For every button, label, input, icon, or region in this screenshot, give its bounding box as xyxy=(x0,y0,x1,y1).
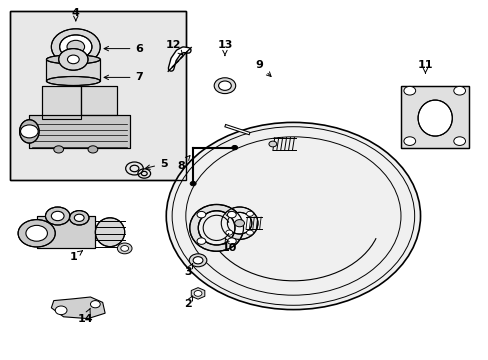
Bar xyxy=(29,115,129,148)
Text: 1: 1 xyxy=(69,251,82,262)
Bar xyxy=(41,86,81,119)
Circle shape xyxy=(190,181,196,186)
Circle shape xyxy=(117,243,132,254)
Text: 12: 12 xyxy=(165,40,183,55)
Circle shape xyxy=(403,86,415,95)
Circle shape xyxy=(88,146,98,153)
Circle shape xyxy=(225,230,232,235)
Circle shape xyxy=(453,137,465,145)
Circle shape xyxy=(121,246,128,251)
Circle shape xyxy=(69,211,89,225)
Bar xyxy=(10,11,185,180)
Text: 6: 6 xyxy=(104,44,143,54)
Circle shape xyxy=(246,230,253,235)
Ellipse shape xyxy=(198,211,235,245)
Circle shape xyxy=(231,145,237,150)
Circle shape xyxy=(246,211,253,216)
Bar xyxy=(46,59,100,81)
Polygon shape xyxy=(191,288,204,299)
Ellipse shape xyxy=(46,55,100,64)
Circle shape xyxy=(268,141,276,147)
Circle shape xyxy=(51,29,100,65)
Ellipse shape xyxy=(20,120,39,143)
Circle shape xyxy=(193,257,203,264)
Bar xyxy=(400,86,468,148)
Circle shape xyxy=(26,225,47,241)
Text: 8: 8 xyxy=(177,156,190,171)
Circle shape xyxy=(194,291,202,296)
Ellipse shape xyxy=(227,212,251,234)
Circle shape xyxy=(227,211,236,218)
Text: 5: 5 xyxy=(145,159,167,169)
Circle shape xyxy=(51,211,64,221)
Circle shape xyxy=(225,211,232,216)
Circle shape xyxy=(54,146,63,153)
Circle shape xyxy=(59,49,88,70)
Circle shape xyxy=(189,254,206,267)
Circle shape xyxy=(74,214,84,221)
Circle shape xyxy=(18,220,55,247)
Ellipse shape xyxy=(189,204,243,251)
Circle shape xyxy=(214,78,235,94)
Ellipse shape xyxy=(95,218,124,247)
Text: 4: 4 xyxy=(72,8,80,21)
Circle shape xyxy=(453,86,465,95)
Circle shape xyxy=(67,55,79,64)
Circle shape xyxy=(166,122,420,310)
Circle shape xyxy=(55,306,67,315)
Text: 13: 13 xyxy=(217,40,232,55)
Text: 7: 7 xyxy=(104,72,143,82)
Bar xyxy=(46,59,100,81)
Bar xyxy=(10,11,185,180)
Text: 10: 10 xyxy=(222,238,237,253)
Text: 3: 3 xyxy=(184,264,192,277)
Bar xyxy=(41,86,81,119)
Ellipse shape xyxy=(221,207,258,239)
Circle shape xyxy=(218,81,231,90)
Text: 2: 2 xyxy=(184,296,192,309)
Circle shape xyxy=(45,207,70,225)
Ellipse shape xyxy=(46,77,100,85)
Bar xyxy=(29,115,129,148)
Circle shape xyxy=(60,35,92,59)
Circle shape xyxy=(90,301,100,308)
Circle shape xyxy=(227,238,236,244)
Text: 14: 14 xyxy=(78,308,93,324)
Circle shape xyxy=(403,137,415,145)
Ellipse shape xyxy=(417,100,451,136)
Bar xyxy=(37,216,95,248)
Circle shape xyxy=(197,238,205,244)
Text: 11: 11 xyxy=(417,60,432,73)
Circle shape xyxy=(67,40,84,53)
Bar xyxy=(37,216,95,248)
Circle shape xyxy=(197,211,205,218)
Bar xyxy=(81,86,117,115)
Circle shape xyxy=(20,125,38,138)
Bar xyxy=(81,86,117,115)
Circle shape xyxy=(234,220,244,227)
Text: 9: 9 xyxy=(255,60,270,76)
Polygon shape xyxy=(51,297,105,319)
Polygon shape xyxy=(400,86,468,148)
